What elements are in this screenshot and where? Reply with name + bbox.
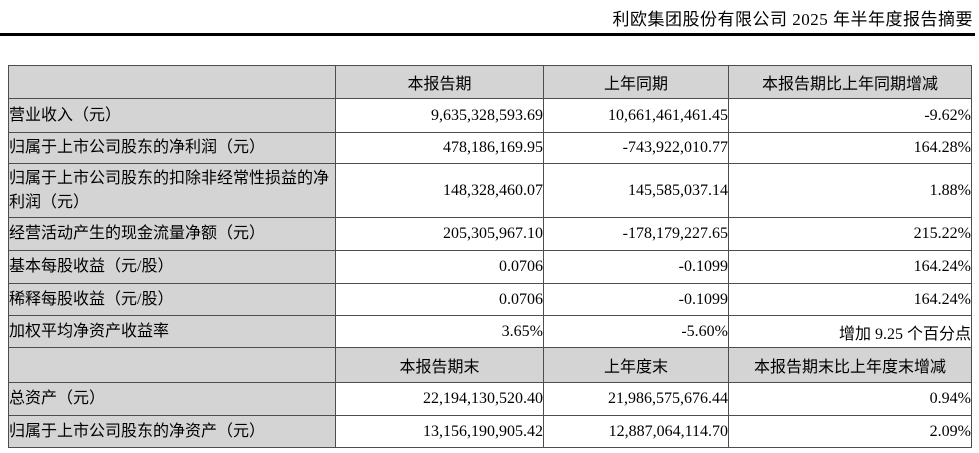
value-current: 478,186,169.95 [335,132,544,164]
header-divider [0,33,975,36]
header-prior-year-end: 上年度末 [543,347,729,383]
value-prior: 12,887,064,114.70 [543,415,729,448]
value-current: 3.65% [335,315,544,348]
document-title: 利欧集团股份有限公司 2025 年半年度报告摘要 [612,10,973,29]
row-label: 加权平均净资产收益率 [8,315,336,348]
table-row-net-assets: 归属于上市公司股东的净资产（元） 13,156,190,905.42 12,88… [8,415,972,448]
table-row-operating-cash-flow: 经营活动产生的现金流量净额（元） 205,305,967.10 -178,179… [8,217,972,251]
value-prior: -178,179,227.65 [543,217,729,251]
value-change: 215.22% [728,217,972,251]
row-label: 总资产（元） [8,382,336,416]
row-label: 归属于上市公司股东的净资产（元） [8,415,336,448]
financial-summary-table: 本报告期 上年同期 本报告期比上年同期增减 营业收入（元） 9,635,328,… [8,65,972,448]
table-header-row-period: 本报告期 上年同期 本报告期比上年同期增减 [8,65,972,99]
table-row-net-profit-excl-nonrecurring: 归属于上市公司股东的扣除非经常性损益的净利润（元） 148,328,460.07… [8,163,972,218]
row-label: 归属于上市公司股东的净利润（元） [8,132,336,164]
value-change: 增加 9.25 个百分点 [728,315,972,348]
value-prior: 145,585,037.14 [543,163,729,218]
value-current: 22,194,130,520.40 [335,382,544,416]
value-current: 148,328,460.07 [335,163,544,218]
value-prior: 10,661,461,461.45 [543,98,729,133]
value-current: 205,305,967.10 [335,217,544,251]
row-label: 稀释每股收益（元/股） [8,283,336,316]
table-header-row-period-end: 本报告期末 上年度末 本报告期末比上年度末增减 [8,347,972,383]
value-prior: -0.1099 [543,283,729,316]
value-current: 9,635,328,593.69 [335,98,544,133]
table-row-revenue: 营业收入（元） 9,635,328,593.69 10,661,461,461.… [8,98,972,133]
header-prior-period: 上年同期 [543,65,729,99]
empty-header-cell [8,347,336,383]
value-change: 164.24% [728,250,972,284]
value-change: 164.24% [728,283,972,316]
value-change: 164.28% [728,132,972,164]
row-label: 经营活动产生的现金流量净额（元） [8,217,336,251]
value-prior: -5.60% [543,315,729,348]
table-row-net-profit: 归属于上市公司股东的净利润（元） 478,186,169.95 -743,922… [8,132,972,164]
row-label: 营业收入（元） [8,98,336,133]
table-row-diluted-eps: 稀释每股收益（元/股） 0.0706 -0.1099 164.24% [8,283,972,316]
header-current-period: 本报告期 [335,65,544,99]
value-current: 0.0706 [335,250,544,284]
value-prior: -0.1099 [543,250,729,284]
value-prior: 21,986,575,676.44 [543,382,729,416]
header-change-period-end: 本报告期末比上年度末增减 [728,347,972,383]
empty-header-cell [8,65,336,99]
value-current: 13,156,190,905.42 [335,415,544,448]
value-change: 0.94% [728,382,972,416]
value-change: 2.09% [728,415,972,448]
value-change: 1.88% [728,163,972,218]
table-row-weighted-avg-roe: 加权平均净资产收益率 3.65% -5.60% 增加 9.25 个百分点 [8,315,972,348]
table-row-basic-eps: 基本每股收益（元/股） 0.0706 -0.1099 164.24% [8,250,972,284]
row-label: 基本每股收益（元/股） [8,250,336,284]
header-change-period: 本报告期比上年同期增减 [728,65,972,99]
row-label: 归属于上市公司股东的扣除非经常性损益的净利润（元） [8,163,336,218]
value-prior: -743,922,010.77 [543,132,729,164]
value-change: -9.62% [728,98,972,133]
table-row-total-assets: 总资产（元） 22,194,130,520.40 21,986,575,676.… [8,382,972,416]
header-current-period-end: 本报告期末 [335,347,544,383]
value-current: 0.0706 [335,283,544,316]
